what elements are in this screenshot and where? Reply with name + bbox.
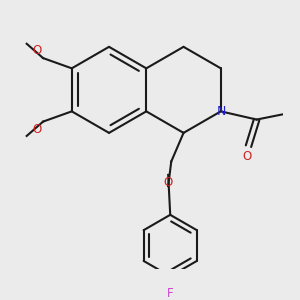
Text: O: O [164, 176, 173, 188]
Text: O: O [243, 150, 252, 163]
Text: F: F [167, 286, 173, 299]
Text: N: N [217, 105, 226, 118]
Text: O: O [33, 123, 42, 136]
Text: O: O [33, 44, 42, 57]
